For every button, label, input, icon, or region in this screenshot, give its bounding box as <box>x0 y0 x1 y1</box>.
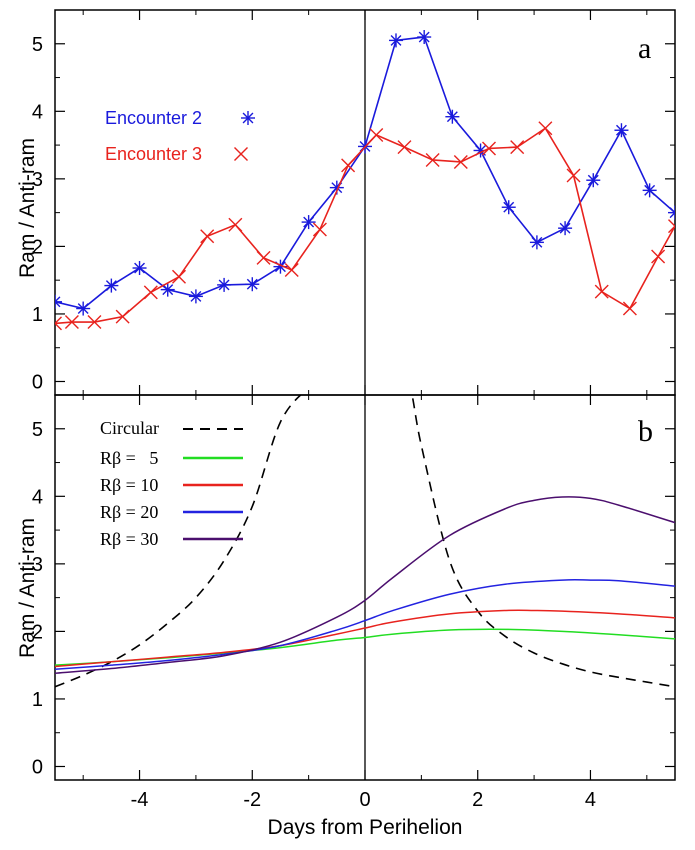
panel-a-series-0-point <box>668 205 675 220</box>
legend-encounter-2-label: Encounter 2 <box>105 108 202 128</box>
legend-encounter-2-asterisk <box>241 111 255 125</box>
panel-b-series-3-line <box>55 578 675 670</box>
panel-a-ytick-label: 3 <box>32 169 43 191</box>
panel-a-ytick-label: 0 <box>32 371 43 393</box>
panel-a-series-0-point <box>417 30 432 45</box>
legend-rb10-label: Rβ = 10 <box>100 475 158 495</box>
panel-a-series-1-point <box>55 316 62 331</box>
panel-b-ytick-label: 4 <box>32 486 43 508</box>
panel-a-series-1-point <box>341 158 356 173</box>
panel-a-series-0-point <box>301 215 316 230</box>
panel-a-series-0-point <box>445 109 460 124</box>
panel-a-series-0-point <box>245 277 260 292</box>
panel-a-series-0-point <box>188 289 203 304</box>
panel-a-series-1-point <box>425 152 440 167</box>
panel-a-series-0-point <box>501 200 516 215</box>
panel-a-series-1-point <box>172 269 186 284</box>
legend-encounter-2-marker <box>241 111 255 125</box>
panel-b-ticks: 0 1 2 3 4 5 -4 -2 0 2 4 <box>32 395 675 811</box>
legend-encounter-3-label: Encounter 3 <box>105 144 202 164</box>
panel-a-series-1-point <box>369 127 384 142</box>
panel-b-series-4-line <box>55 496 675 675</box>
panel-a: a 0 1 2 3 4 5 Encounter 2 Encounter 3 Ram / A… <box>16 9 676 396</box>
legend-rb30-label: Rβ = 30 <box>100 529 158 549</box>
panel-a-series-1-point <box>115 309 130 324</box>
panel-a-ticks: 0 1 2 3 4 5 <box>32 10 675 395</box>
legend-rb5-label: Rβ = 5 <box>100 448 158 468</box>
panel-b-ytick-label: 3 <box>32 554 43 576</box>
panel-b: b 0 1 2 3 4 5 -4 -2 0 2 4 Circular Rβ = 5 Rβ = 10 … <box>16 394 676 811</box>
panel-a-series-0-point <box>529 235 544 250</box>
x-tick-label: 0 <box>359 789 370 811</box>
panel-a-series-1-point <box>312 222 327 237</box>
panel-a-series-0-point <box>558 221 573 236</box>
panel-a-series-0-point <box>76 301 91 316</box>
panel-a-series-1-point <box>668 219 675 234</box>
panel-b-ytick-label: 1 <box>32 689 43 711</box>
panel-a-series-1-point <box>538 121 553 136</box>
panel-a-series-1-point <box>566 168 581 183</box>
legend-rb20-label: Rβ = 20 <box>100 502 158 522</box>
panel-a-series-1-point <box>453 154 468 169</box>
panel-a-label: a <box>638 32 651 65</box>
panel-a-ytick-label: 4 <box>32 101 43 123</box>
panel-b-legend: Circular Rβ = 5 Rβ = 10 Rβ = 20 Rβ = 30 <box>100 418 243 549</box>
panel-b-ytick-label: 5 <box>32 419 43 441</box>
legend-circular-label: Circular <box>100 418 159 438</box>
panel-b-ytick-label: 0 <box>32 756 43 778</box>
panel-a-series-0-point <box>160 282 175 297</box>
panel-a-series-1-point <box>622 301 637 316</box>
panel-a-ytick-label: 5 <box>32 34 43 56</box>
x-tick-label: -2 <box>243 789 261 811</box>
panel-a-series-1-point <box>510 140 525 155</box>
legend-encounter-3-marker <box>234 147 248 161</box>
panel-a-series-1-point <box>651 249 666 264</box>
panel-b-series-2-line <box>55 609 675 668</box>
panel-b-label: b <box>638 415 653 448</box>
panel-a-series-0-point <box>614 123 629 138</box>
panel-a-series-1-point <box>64 315 79 330</box>
legend-encounter-3-cross <box>234 147 248 161</box>
panel-b-series <box>55 395 675 688</box>
panel-b-series-0-line <box>55 395 675 688</box>
x-axis-label: Days from Perihelion <box>268 816 463 839</box>
panel-a-series-1-point <box>87 315 102 330</box>
panel-a-series-1-point <box>143 285 158 300</box>
panel-a-series <box>55 30 675 331</box>
panel-a-series-1-point <box>482 141 496 156</box>
panel-a-series-1-point <box>228 217 243 232</box>
panel-a-ytick-label: 2 <box>32 236 43 258</box>
panel-a-series-0-point <box>586 173 601 188</box>
panel-a-ylabel: Ram / Anti-ram <box>16 138 39 278</box>
x-tick-label: 2 <box>472 789 483 811</box>
panel-a-series-0-point <box>132 261 147 276</box>
panel-a-series-0-point <box>642 183 657 198</box>
x-tick-label: -4 <box>131 789 149 811</box>
x-tick-label: 4 <box>585 789 596 811</box>
panel-b-ytick-label: 2 <box>32 621 43 643</box>
panel-a-legend: Encounter 2 Encounter 3 <box>105 108 255 164</box>
panel-a-series-1-point <box>594 284 609 299</box>
panel-a-series-1-point <box>397 140 412 155</box>
panel-a-series-1-point <box>256 250 271 265</box>
panel-a-series-0-point <box>104 278 119 293</box>
panel-a-ytick-label: 1 <box>32 304 43 326</box>
panel-a-series-1-point <box>284 263 299 278</box>
panel-a-series-1-point <box>200 229 215 244</box>
panel-a-series-0-point <box>217 277 232 292</box>
panel-b-ylabel: Ram / Anti-ram <box>16 518 39 658</box>
panel-a-series-0-point <box>55 294 62 309</box>
panel-a-series-0-point <box>389 33 403 48</box>
